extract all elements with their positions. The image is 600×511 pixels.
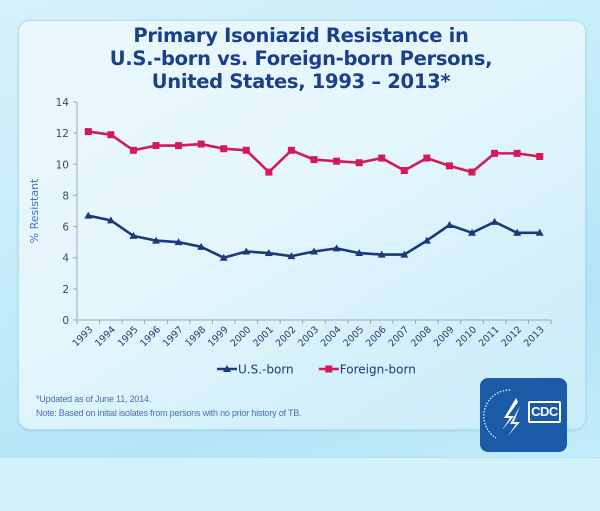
data-point-foreign-born — [197, 140, 205, 148]
data-point-u-s-born — [513, 228, 522, 236]
x-tick-label: 2013 — [522, 324, 547, 349]
x-tick-label: 1997 — [161, 324, 186, 349]
x-tick-label: 2012 — [499, 324, 524, 349]
data-point-u-s-born — [355, 249, 364, 257]
x-tick-label: 1993 — [71, 324, 96, 349]
bottom-band — [0, 457, 600, 511]
series-line-foreign-born — [88, 130, 540, 174]
data-point-u-s-born — [152, 236, 160, 244]
x-tick-label: 2010 — [454, 324, 479, 349]
legend-marker-icon — [223, 365, 231, 372]
legend-item-u-s-born: U.S.-born — [217, 363, 294, 377]
data-point-foreign-born — [287, 146, 295, 154]
data-point-u-s-born — [219, 253, 228, 261]
data-point-u-s-born — [377, 250, 386, 258]
axes: 0246810121419931994199519961997199819992… — [56, 97, 552, 349]
data-point-u-s-born — [197, 242, 206, 250]
data-point-u-s-born — [287, 252, 296, 260]
data-point-u-s-born — [242, 247, 251, 255]
x-tick-label: 2001 — [251, 324, 276, 349]
x-tick-label: 1998 — [183, 324, 208, 349]
x-tick-label: 1994 — [93, 324, 118, 349]
x-tick-label: 2000 — [229, 324, 254, 349]
y-tick-label: 4 — [62, 253, 69, 265]
x-tick-label: 2005 — [341, 324, 366, 349]
y-tick-label: 6 — [62, 222, 69, 234]
footnote-note: Note: Based on initial isolates from per… — [36, 408, 302, 418]
data-point-foreign-born — [265, 168, 273, 176]
x-tick-label: 2003 — [296, 324, 321, 349]
x-tick-label: 2007 — [387, 324, 412, 349]
hhs-eagle-icon — [483, 389, 520, 439]
data-point-foreign-born — [536, 153, 544, 160]
data-point-u-s-born — [332, 244, 341, 252]
data-point-foreign-born — [468, 168, 476, 176]
chart-title-line-2: U.S.-born vs. Foreign-born Persons, — [109, 47, 493, 70]
y-tick-label: 12 — [56, 128, 69, 140]
x-tick-label: 2011 — [477, 324, 502, 349]
data-point-foreign-born — [129, 146, 137, 154]
data-point-u-s-born — [445, 221, 454, 229]
y-tick-label: 14 — [56, 97, 70, 109]
cdc-logo-text: CDC — [528, 401, 561, 423]
cdc-logo[interactable]: CDC — [480, 378, 567, 452]
data-point-u-s-born — [84, 211, 93, 219]
chart-card — [18, 20, 586, 430]
series-u-s-born — [84, 211, 544, 261]
y-axis-title: % Resistant — [28, 178, 41, 243]
data-point-foreign-born — [333, 157, 341, 165]
x-tick-label: 1996 — [138, 324, 163, 349]
data-point-u-s-born — [468, 228, 476, 236]
data-point-foreign-born — [513, 149, 521, 157]
x-tick-label: 2009 — [432, 324, 457, 349]
legend: U.S.-born Foreign-born — [217, 363, 416, 377]
data-point-u-s-born — [490, 217, 499, 225]
data-point-foreign-born — [400, 167, 408, 175]
x-tick-label: 1999 — [206, 324, 231, 349]
data-point-u-s-born — [129, 231, 138, 239]
data-point-foreign-born — [355, 159, 363, 167]
data-point-u-s-born — [264, 249, 273, 257]
series-foreign-born — [84, 128, 544, 176]
data-point-foreign-born — [242, 146, 250, 154]
data-point-foreign-born — [310, 156, 318, 164]
x-tick-label: 2008 — [409, 324, 434, 349]
chart-title: Primary Isoniazid Resistance in U.S.-bor… — [18, 24, 584, 93]
data-point-u-s-born — [310, 247, 318, 255]
y-tick-label: 10 — [56, 159, 69, 171]
x-tick-label: 1995 — [116, 324, 141, 349]
data-point-foreign-born — [445, 162, 453, 170]
data-point-foreign-born — [107, 131, 115, 139]
x-tick-label: 2004 — [319, 324, 344, 349]
chart-title-line-3: United States, 1993 – 2013* — [151, 70, 451, 93]
data-point-u-s-born — [400, 250, 409, 258]
legend-marker-icon — [325, 365, 333, 373]
data-point-foreign-born — [491, 149, 499, 157]
y-tick-label: 2 — [62, 284, 69, 296]
chart-title-line-1: Primary Isoniazid Resistance in — [133, 24, 469, 47]
legend-label: Foreign-born — [340, 363, 416, 377]
y-tick-label: 8 — [62, 190, 69, 202]
data-point-u-s-born — [535, 228, 544, 236]
data-point-foreign-born — [423, 154, 431, 162]
x-tick-label: 2002 — [274, 324, 299, 349]
series-layer — [84, 128, 544, 261]
data-point-foreign-born — [220, 145, 228, 153]
y-tick-label: 0 — [62, 315, 69, 327]
footnote-updated: *Updated as of June 11, 2014. — [36, 394, 152, 404]
line-chart: 0246810121419931994199519961997199819992… — [28, 97, 552, 377]
data-point-u-s-born — [174, 238, 183, 246]
data-point-foreign-born — [378, 154, 386, 162]
data-point-foreign-born — [152, 142, 160, 150]
x-tick-label: 2006 — [364, 324, 389, 349]
legend-item-foreign-born: Foreign-born — [318, 363, 416, 377]
data-point-foreign-born — [84, 128, 92, 136]
data-point-foreign-born — [175, 142, 183, 150]
legend-label: U.S.-born — [238, 363, 294, 377]
data-point-u-s-born — [422, 236, 431, 244]
data-point-u-s-born — [106, 216, 115, 224]
